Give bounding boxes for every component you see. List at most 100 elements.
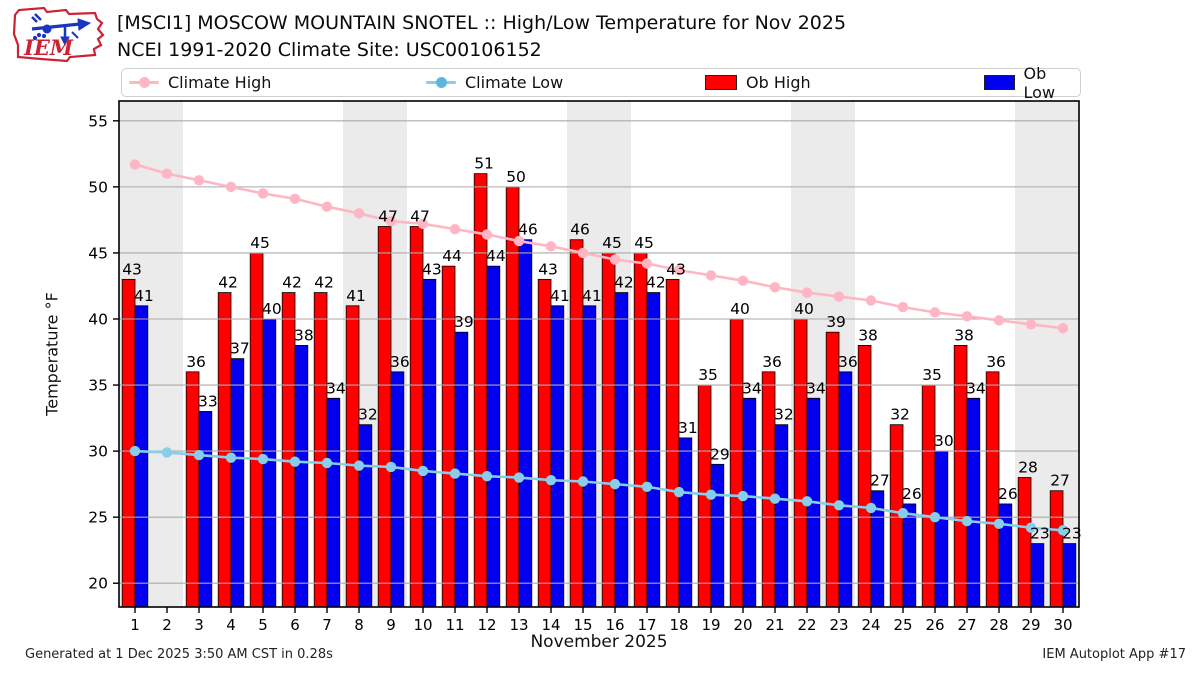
legend-item-ob-high: Ob High — [705, 69, 811, 96]
ob-high-bar — [537, 278, 552, 608]
ob-high-bar — [345, 305, 360, 608]
climate-marker — [1057, 525, 1069, 536]
legend-label: Climate High — [168, 73, 272, 92]
ob-high-value: 47 — [410, 208, 430, 226]
ob-high-bar — [1049, 490, 1064, 608]
ob-low-value: 41 — [550, 287, 570, 305]
y-tick-label: 25 — [88, 509, 108, 527]
ob-low-value: 46 — [518, 221, 538, 239]
ob-low-value: 42 — [646, 274, 666, 292]
ob-high-swatch — [705, 75, 737, 90]
ob-low-value: 32 — [774, 406, 794, 424]
climate-marker — [865, 502, 877, 514]
y-axis-title: Temperature °F — [42, 292, 62, 416]
climate-marker — [1025, 319, 1037, 330]
iem-logo: IEM — [8, 4, 108, 70]
ob-low-bar — [486, 265, 501, 608]
x-tick-label: 6 — [290, 616, 300, 634]
x-tick-label: 13 — [509, 616, 528, 634]
ob-low-bar — [582, 305, 597, 608]
ob-high-value: 47 — [378, 208, 398, 226]
climate-marker — [673, 264, 685, 276]
climate-marker — [129, 445, 141, 457]
y-tick-label: 50 — [88, 178, 108, 196]
ob-low-value: 41 — [134, 287, 154, 305]
ob-high-value: 42 — [314, 274, 334, 292]
ob-high-value: 41 — [346, 287, 366, 305]
x-tick-label: 28 — [989, 616, 1008, 634]
ob-high-value: 36 — [986, 353, 1006, 371]
ob-high-value: 38 — [858, 326, 878, 344]
climate-marker — [257, 453, 269, 465]
climate-marker — [673, 486, 685, 498]
x-tick-label: 2 — [162, 616, 172, 634]
x-tick-label: 17 — [637, 616, 656, 634]
ob-low-bar — [678, 437, 693, 608]
x-tick-label: 1 — [130, 616, 140, 634]
climate-marker — [513, 235, 525, 247]
x-tick-label: 27 — [957, 616, 976, 634]
ob-high-value: 43 — [666, 260, 686, 278]
ob-high-value: 45 — [602, 234, 622, 252]
climate-marker — [641, 258, 653, 269]
y-tick-label: 45 — [88, 244, 108, 262]
x-tick-label: 3 — [194, 616, 204, 634]
x-tick-label: 16 — [605, 616, 624, 634]
ob-high-value: 40 — [794, 300, 814, 318]
ob-low-bar — [966, 397, 981, 608]
ob-low-bar — [838, 371, 853, 608]
ob-low-value: 33 — [198, 392, 218, 410]
climate-marker — [257, 188, 269, 199]
ob-low-bar — [614, 292, 629, 608]
chart-title-block: [MSCI1] MOSCOW MOUNTAIN SNOTEL :: High/L… — [117, 10, 846, 64]
climate-marker — [737, 490, 749, 502]
weathervane-icon — [31, 13, 92, 47]
climate-marker — [577, 247, 589, 259]
y-tick-label: 55 — [88, 112, 108, 130]
legend-item-ob-low: Ob Low — [984, 64, 1080, 102]
ob-high-value: 35 — [698, 366, 718, 384]
ob-high-value: 35 — [922, 366, 942, 384]
x-tick-label: 7 — [322, 616, 332, 634]
x-tick-label: 8 — [354, 616, 364, 634]
x-tick-label: 21 — [765, 616, 784, 634]
ob-high-value: 43 — [538, 260, 558, 278]
climate-marker — [833, 291, 845, 302]
ob-high-bars — [121, 173, 1064, 608]
climate-marker — [737, 275, 749, 286]
ob-high-value: 27 — [1050, 472, 1070, 490]
ob-high-value: 42 — [218, 274, 238, 292]
ob-low-value: 30 — [934, 432, 954, 450]
ob-high-value: 46 — [570, 221, 590, 239]
ob-low-value: 44 — [486, 247, 506, 265]
ob-low-value: 41 — [582, 287, 602, 305]
x-tick-label: 26 — [925, 616, 944, 634]
ob-low-value: 27 — [870, 472, 890, 490]
climate-marker — [801, 496, 813, 507]
climate-low-line-swatch — [426, 77, 456, 88]
ob-low-bar — [742, 397, 757, 608]
x-tick-label: 20 — [733, 616, 752, 634]
y-tick-label: 20 — [88, 575, 108, 593]
climate-marker — [321, 201, 333, 212]
climate-marker — [609, 254, 621, 265]
climate-high-line-swatch — [129, 77, 159, 88]
climate-marker — [289, 456, 301, 467]
ob-high-value: 43 — [122, 260, 142, 278]
ob-high-value: 45 — [634, 234, 654, 252]
ob-low-value: 34 — [326, 379, 346, 397]
app-credit: IEM Autoplot App #17 — [1042, 647, 1186, 662]
ob-low-bar — [422, 278, 437, 608]
ob-low-value: 31 — [678, 419, 698, 437]
ob-high-value: 32 — [890, 406, 910, 424]
ob-low-bar — [358, 424, 373, 608]
x-tick-label: 14 — [541, 616, 560, 634]
ob-low-value: 26 — [902, 485, 922, 503]
ob-low-value: 40 — [262, 300, 282, 318]
ob-high-value: 44 — [442, 247, 462, 265]
climate-marker — [577, 476, 589, 487]
climate-marker — [353, 208, 365, 219]
climate-marker — [705, 270, 717, 281]
